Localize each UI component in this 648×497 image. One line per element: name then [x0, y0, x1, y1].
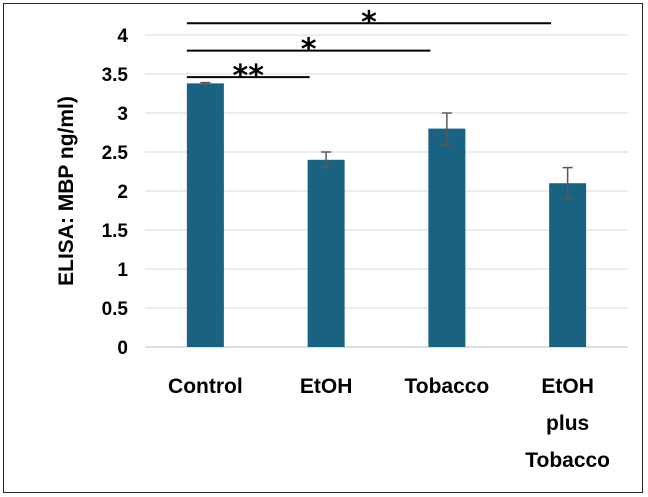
- x-category-labels: Control EtOH Tobacco EtOH plus Tobacco: [168, 375, 610, 472]
- x-category-label: Tobacco: [404, 375, 489, 398]
- y-tick-label: 2.5: [102, 143, 129, 164]
- error-bar: [200, 81, 211, 85]
- y-tick-label: 3.5: [102, 65, 129, 86]
- y-tick-label: 0: [117, 338, 128, 359]
- y-tick-label: 3: [117, 104, 128, 125]
- y-tick-label: 1: [117, 260, 128, 281]
- x-category-label: EtOH: [541, 375, 594, 398]
- x-category-label: EtOH: [300, 375, 353, 398]
- bars: [186, 83, 587, 348]
- x-category-label: Tobacco: [525, 449, 610, 472]
- x-category-label: plus: [546, 412, 589, 435]
- error-bar: [321, 151, 332, 169]
- bar: [428, 128, 466, 347]
- significance-label: *: [361, 5, 377, 40]
- y-tick-label: 4: [117, 26, 128, 47]
- y-tick-labels: 0 0.5 1 1.5 2 2.5 3 3.5 4: [102, 26, 129, 359]
- bar: [549, 183, 587, 347]
- significance-label: **: [233, 59, 265, 94]
- y-axis-label: ELISA: MBP ng/ml): [55, 96, 78, 286]
- y-tick-label: 1.5: [102, 221, 129, 242]
- error-bars: [200, 81, 573, 200]
- significance-brackets: ****: [186, 5, 552, 94]
- y-tick-label: 2: [117, 182, 128, 203]
- bar: [186, 83, 224, 348]
- error-bar: [562, 166, 573, 200]
- bar: [307, 159, 345, 347]
- y-tick-label: 0.5: [102, 299, 129, 320]
- significance-label: *: [301, 33, 317, 68]
- error-bar: [441, 112, 452, 145]
- x-category-label: Control: [168, 375, 243, 398]
- gridlines: [145, 34, 628, 348]
